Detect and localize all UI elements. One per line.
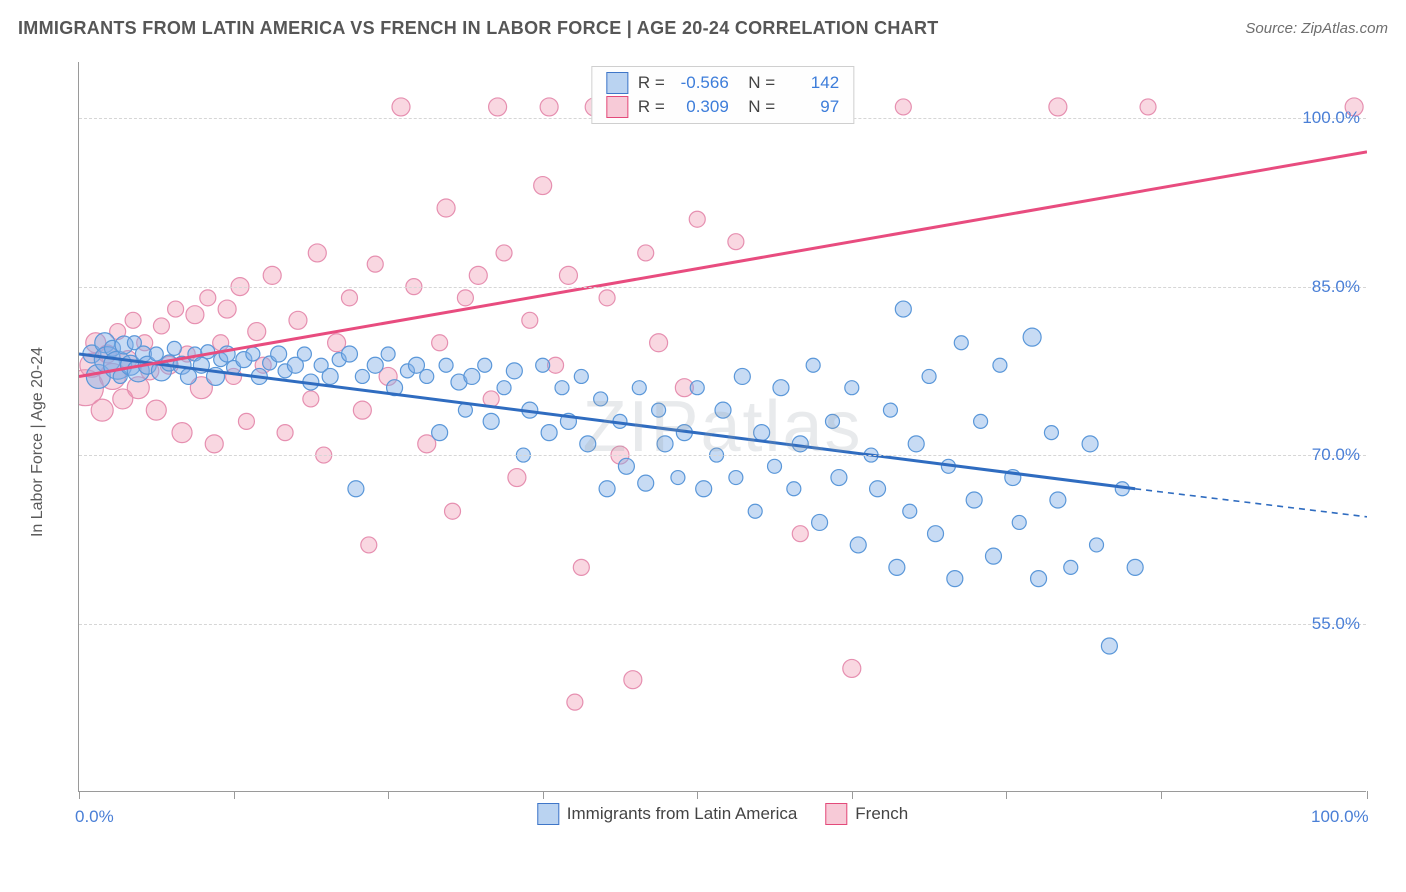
legend-label-pink: French <box>855 804 908 824</box>
x-tick <box>234 791 235 799</box>
chart-header: IMMIGRANTS FROM LATIN AMERICA VS FRENCH … <box>18 18 1388 39</box>
x-tick-label: 0.0% <box>75 807 114 827</box>
swatch-blue-icon <box>606 72 628 94</box>
gridline <box>79 455 1366 456</box>
chart-title: IMMIGRANTS FROM LATIN AMERICA VS FRENCH … <box>18 18 939 39</box>
legend-bottom: Immigrants from Latin America French <box>537 803 908 825</box>
legend-label-blue: Immigrants from Latin America <box>567 804 798 824</box>
y-tick-label: 100.0% <box>1302 108 1360 128</box>
swatch-pink-icon <box>825 803 847 825</box>
plot-frame: ZIPatlas R = -0.566 N = 142 R = 0.309 N … <box>78 62 1366 792</box>
legend-item-blue: Immigrants from Latin America <box>537 803 798 825</box>
x-tick <box>79 791 80 799</box>
y-tick-label: 55.0% <box>1312 614 1360 634</box>
gridline <box>79 624 1366 625</box>
source-name: ZipAtlas.com <box>1301 20 1388 37</box>
y-tick-label: 85.0% <box>1312 277 1360 297</box>
legend-stats-row-blue: R = -0.566 N = 142 <box>606 71 839 95</box>
x-tick <box>388 791 389 799</box>
chart-source: Source: ZipAtlas.com <box>1245 20 1388 37</box>
legend-stats-row-pink: R = 0.309 N = 97 <box>606 95 839 119</box>
gridline <box>79 287 1366 288</box>
legend-item-pink: French <box>825 803 908 825</box>
stat-n-label: N = <box>739 95 775 119</box>
scatter-plot-svg <box>79 62 1367 792</box>
swatch-pink-icon <box>606 96 628 118</box>
stat-n-label: N = <box>739 71 775 95</box>
y-axis-title: In Labor Force | Age 20-24 <box>29 347 47 537</box>
stat-n-blue: 142 <box>785 71 839 95</box>
x-tick <box>697 791 698 799</box>
x-tick <box>543 791 544 799</box>
swatch-blue-icon <box>537 803 559 825</box>
x-tick <box>1367 791 1368 799</box>
chart-area: In Labor Force | Age 20-24 ZIPatlas R = … <box>58 62 1388 822</box>
source-prefix: Source: <box>1245 20 1301 37</box>
stat-r-pink: 0.309 <box>675 95 729 119</box>
x-tick <box>1161 791 1162 799</box>
stat-r-label: R = <box>638 95 665 119</box>
y-tick-label: 70.0% <box>1312 445 1360 465</box>
x-tick <box>1006 791 1007 799</box>
x-tick <box>852 791 853 799</box>
stat-r-blue: -0.566 <box>675 71 729 95</box>
legend-stats-box: R = -0.566 N = 142 R = 0.309 N = 97 <box>591 66 854 124</box>
stat-r-label: R = <box>638 71 665 95</box>
stat-n-pink: 97 <box>785 95 839 119</box>
x-tick-label: 100.0% <box>1311 807 1369 827</box>
